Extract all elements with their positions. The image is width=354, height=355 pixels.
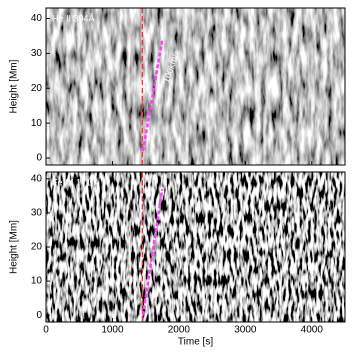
y-tick-label: 10 [31,118,43,129]
x-tick-label: 1000 [101,325,124,336]
x-axis-label: Time [s] [178,337,213,348]
y-tick-label: 30 [31,48,43,59]
y-axis-label: Height [Mm] [9,220,20,274]
plot-frame [45,7,346,166]
fit-line [141,188,164,316]
y-tick-label: 0 [36,153,42,164]
y-tick-label: 0 [36,310,42,321]
y-tick-label: 40 [31,13,43,24]
fit-line [141,39,164,152]
y-tick-label: 40 [31,173,43,184]
image-texture [46,172,345,322]
panel-label: Fe IX 171 Å [52,177,100,187]
y-tick-label: 20 [31,242,43,253]
y-tick-label: 30 [31,208,43,219]
x-tick-label: 4000 [301,325,324,336]
y-axis-label: Height [Mm] [9,59,20,113]
panel-label: He II 304Å [52,13,95,23]
y-tick-label: 20 [31,83,43,94]
x-tick-label: 3000 [234,325,257,336]
x-tick-label: 0 [43,325,49,336]
y-tick-label: 10 [31,276,43,287]
image-texture [46,8,345,165]
x-tick-label: 2000 [168,325,191,336]
